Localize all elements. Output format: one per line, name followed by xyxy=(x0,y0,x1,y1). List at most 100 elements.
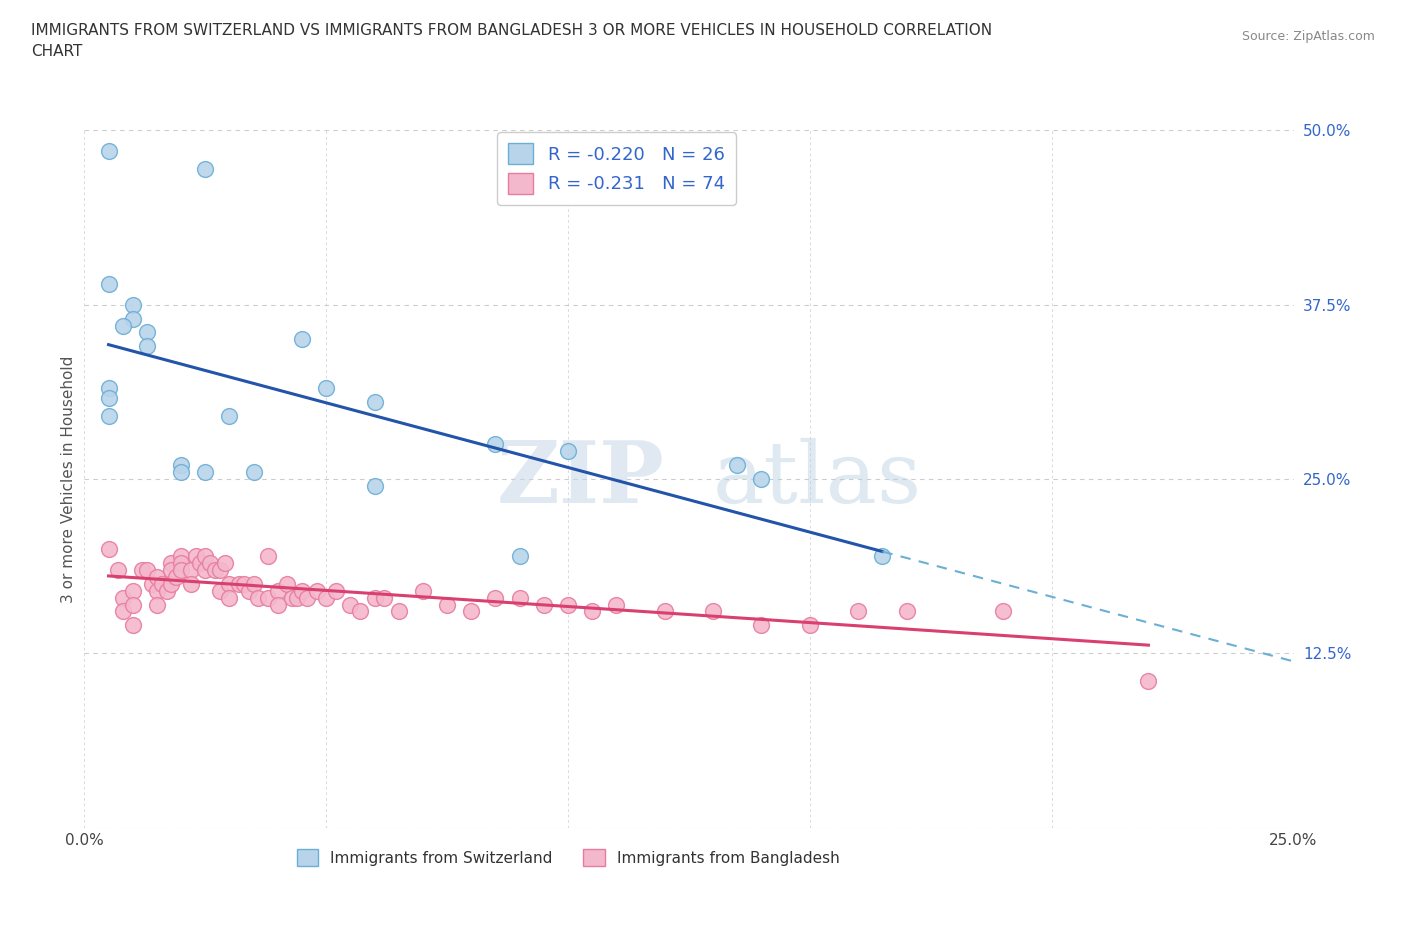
Point xyxy=(112,318,135,333)
Point xyxy=(121,312,143,326)
Point xyxy=(218,577,240,591)
Point xyxy=(208,583,231,598)
Point xyxy=(291,332,314,347)
Point xyxy=(751,472,773,486)
Point xyxy=(363,394,385,409)
Point xyxy=(150,577,173,591)
Point xyxy=(170,465,193,480)
Point xyxy=(325,583,347,598)
Point xyxy=(484,591,506,605)
Point xyxy=(97,144,120,159)
Point xyxy=(363,591,385,605)
Point xyxy=(315,591,337,605)
Point xyxy=(267,583,290,598)
Point xyxy=(291,583,314,598)
Point xyxy=(170,555,193,570)
Point xyxy=(557,444,579,458)
Point xyxy=(702,604,724,619)
Point xyxy=(165,569,187,584)
Point xyxy=(509,549,531,564)
Point xyxy=(160,577,183,591)
Point xyxy=(238,583,260,598)
Point xyxy=(509,591,531,605)
Point xyxy=(218,591,240,605)
Point xyxy=(170,458,193,472)
Text: ZIP: ZIP xyxy=(496,437,665,521)
Point xyxy=(190,555,212,570)
Point xyxy=(136,326,159,340)
Text: IMMIGRANTS FROM SWITZERLAND VS IMMIGRANTS FROM BANGLADESH 3 OR MORE VEHICLES IN : IMMIGRANTS FROM SWITZERLAND VS IMMIGRANT… xyxy=(31,23,993,60)
Point xyxy=(412,583,434,598)
Point xyxy=(97,409,120,424)
Point xyxy=(460,604,482,619)
Point xyxy=(194,549,217,564)
Point xyxy=(799,618,821,633)
Point xyxy=(896,604,918,619)
Point xyxy=(581,604,603,619)
Point xyxy=(194,562,217,577)
Point xyxy=(136,339,159,354)
Point xyxy=(242,465,264,480)
Point xyxy=(388,604,411,619)
Point xyxy=(846,604,869,619)
Point xyxy=(993,604,1015,619)
Point xyxy=(228,577,250,591)
Point xyxy=(295,591,318,605)
Point xyxy=(373,591,395,605)
Point xyxy=(131,562,153,577)
Point xyxy=(281,591,304,605)
Point xyxy=(257,549,280,564)
Point xyxy=(112,604,135,619)
Point xyxy=(484,436,506,451)
Point xyxy=(97,541,120,556)
Point xyxy=(276,577,298,591)
Point xyxy=(146,597,169,612)
Point xyxy=(198,555,221,570)
Point xyxy=(97,276,120,291)
Point xyxy=(349,604,371,619)
Point xyxy=(107,562,129,577)
Point xyxy=(112,591,135,605)
Text: atlas: atlas xyxy=(713,437,922,521)
Point xyxy=(436,597,458,612)
Point xyxy=(208,562,231,577)
Point xyxy=(363,479,385,494)
Point xyxy=(751,618,773,633)
Point xyxy=(214,555,236,570)
Point xyxy=(170,549,193,564)
Point xyxy=(194,162,217,177)
Point xyxy=(204,562,226,577)
Point xyxy=(121,298,143,312)
Point xyxy=(97,391,120,405)
Point xyxy=(141,577,163,591)
Point xyxy=(725,458,748,472)
Text: Source: ZipAtlas.com: Source: ZipAtlas.com xyxy=(1241,30,1375,43)
Point xyxy=(257,591,280,605)
Point xyxy=(121,597,143,612)
Point xyxy=(315,381,337,396)
Point xyxy=(285,591,308,605)
Point xyxy=(605,597,627,612)
Point xyxy=(136,562,159,577)
Point xyxy=(146,569,169,584)
Legend: Immigrants from Switzerland, Immigrants from Bangladesh: Immigrants from Switzerland, Immigrants … xyxy=(291,843,845,872)
Point xyxy=(155,583,177,598)
Point xyxy=(121,618,143,633)
Point xyxy=(97,381,120,396)
Point xyxy=(180,562,202,577)
Point xyxy=(146,583,169,598)
Point xyxy=(194,465,217,480)
Point xyxy=(305,583,328,598)
Point xyxy=(872,549,894,564)
Point xyxy=(242,577,264,591)
Point xyxy=(1137,673,1160,688)
Point xyxy=(160,555,183,570)
Point xyxy=(247,591,270,605)
Point xyxy=(218,409,240,424)
Point xyxy=(184,549,207,564)
Point xyxy=(180,577,202,591)
Point xyxy=(170,562,193,577)
Point xyxy=(339,597,361,612)
Point xyxy=(533,597,555,612)
Y-axis label: 3 or more Vehicles in Household: 3 or more Vehicles in Household xyxy=(60,355,76,603)
